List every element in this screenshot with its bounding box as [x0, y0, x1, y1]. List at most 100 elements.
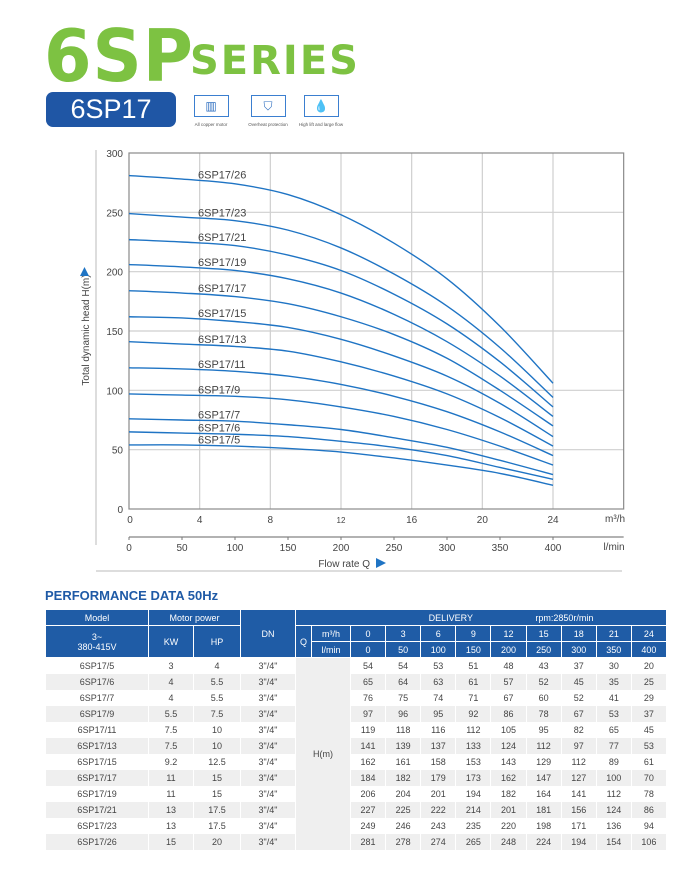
- model-cell: 6SP17/19: [45, 786, 149, 802]
- head-value-cell: 147: [525, 770, 562, 786]
- head-value-cell: 225: [385, 802, 422, 818]
- kw-cell: 11: [148, 786, 194, 802]
- rpm-label: rpm:2850r/min: [535, 612, 594, 623]
- head-value-cell: 53: [420, 657, 457, 674]
- head-value-cell: 30: [595, 657, 632, 674]
- header-flow-lmin: 150: [455, 641, 492, 658]
- y-tick-label: 100: [106, 386, 123, 397]
- head-value-cell: 220: [490, 818, 527, 834]
- table-row: 6SP17/11 7.5 10 3"/4" 119 118 116 112 105 95 82 65 4…: [45, 722, 668, 738]
- header-flow-m3h: 0: [349, 625, 387, 642]
- curve-label: 6SP17/15: [198, 308, 246, 320]
- head-value-cell: 65: [349, 674, 387, 690]
- head-value-cell: 35: [595, 674, 632, 690]
- header-flow-m3h: 6: [420, 625, 457, 642]
- arrow-right-icon: [376, 558, 386, 568]
- curve-label: 6SP17/21: [198, 232, 246, 244]
- x2-unit-label: l/min: [603, 542, 624, 553]
- hp-cell: 15: [193, 770, 241, 786]
- y-tick-label: 0: [117, 505, 123, 516]
- dn-cell: 3"/4": [240, 674, 296, 690]
- model-cell: 6SP17/6: [45, 674, 149, 690]
- curve-6SP17-9: [128, 393, 554, 466]
- head-value-cell: 112: [525, 738, 562, 754]
- head-value-cell: 137: [420, 738, 457, 754]
- dn-cell: 3"/4": [240, 818, 296, 834]
- head-value-cell: 52: [560, 690, 597, 706]
- head-value-cell: 222: [420, 802, 457, 818]
- x-tick-label: 12: [337, 516, 346, 525]
- header-flow-lmin: 100: [420, 641, 457, 658]
- header-hp: HP: [193, 625, 241, 658]
- header-flow-lmin: 250: [525, 641, 562, 658]
- head-value-cell: 154: [595, 834, 632, 850]
- hp-cell: 12.5: [193, 754, 241, 770]
- head-value-cell: 97: [349, 706, 387, 722]
- head-value-cell: 52: [525, 674, 562, 690]
- dn-cell: 3"/4": [240, 834, 296, 850]
- head-value-cell: 119: [349, 722, 387, 738]
- curve-label: 6SP17/17: [198, 283, 246, 295]
- head-value-cell: 37: [560, 657, 597, 674]
- model-cell: 6SP17/17: [45, 770, 149, 786]
- header-flow-m3h: 15: [525, 625, 562, 642]
- table-row: 6SP17/21 13 17.5 3"/4" 227 225 222 214 201 181 156…: [45, 802, 668, 818]
- hp-cell: 20: [193, 834, 241, 850]
- head-value-cell: 194: [455, 786, 492, 802]
- feature-overheat: ⛉ Overheat protection: [244, 95, 292, 127]
- head-value-cell: 179: [420, 770, 457, 786]
- plot-border: [128, 152, 625, 510]
- head-value-cell: 214: [455, 802, 492, 818]
- head-value-cell: 51: [455, 657, 492, 674]
- hp-cell: 5.5: [193, 690, 241, 706]
- head-value-cell: 243: [420, 818, 457, 834]
- table-row: 6SP17/26 15 20 3"/4" 281 278 274 265 248 224 194 15…: [45, 834, 668, 850]
- curve-label: 6SP17/26: [198, 170, 246, 182]
- curve-label: 6SP17/6: [198, 422, 240, 434]
- performance-chart: 0 50 100 150 200 250 300 0 4 8 12 16 20 24 m³/h 0 50 100 1…: [80, 149, 625, 572]
- hp-cell: 5.5: [193, 674, 241, 690]
- head-value-cell: 281: [349, 834, 387, 850]
- head-value-cell: 67: [490, 690, 527, 706]
- header-flow-lmin: 350: [595, 641, 632, 658]
- y-tick-label: 250: [106, 208, 123, 219]
- head-value-cell: 78: [630, 786, 668, 802]
- head-value-cell: 162: [490, 770, 527, 786]
- head-value-cell: 156: [560, 802, 597, 818]
- header-flow-lmin: 400: [630, 641, 668, 658]
- model-cell: 6SP17/13: [45, 738, 149, 754]
- curve-6SP17-6: [128, 431, 554, 481]
- head-value-cell: 74: [420, 690, 457, 706]
- head-value-cell: 54: [349, 657, 387, 674]
- x2-tick-label: 300: [439, 543, 456, 554]
- head-value-cell: 92: [455, 706, 492, 722]
- head-value-cell: 153: [455, 754, 492, 770]
- y-axis-title: Total dynamic head H(m): [81, 274, 92, 385]
- head-value-cell: 25: [630, 674, 668, 690]
- head-value-cell: 89: [595, 754, 632, 770]
- feature-label: All copper motor: [194, 122, 228, 127]
- head-value-cell: 71: [455, 690, 492, 706]
- head-value-cell: 173: [455, 770, 492, 786]
- model-cell: 6SP17/5: [45, 657, 149, 674]
- kw-cell: 15: [148, 834, 194, 850]
- head-value-cell: 63: [420, 674, 457, 690]
- header-flow-lmin: 200: [490, 641, 527, 658]
- header-lmin: l/min: [311, 641, 351, 658]
- feature-copper-motor: ▥ All copper motor: [187, 95, 235, 127]
- curve-6SP17-26: [128, 174, 554, 384]
- header-model: Model: [45, 609, 149, 626]
- hp-cell: 17.5: [193, 802, 241, 818]
- head-value-cell: 53: [595, 706, 632, 722]
- head-value-cell: 78: [525, 706, 562, 722]
- head-value-cell: 124: [490, 738, 527, 754]
- header-flow-lmin: 300: [560, 641, 597, 658]
- curve-label: 6SP17/7: [198, 409, 240, 421]
- head-value-cell: 198: [525, 818, 562, 834]
- table-row: 6SP17/6 4 5.5 3"/4" 65 64 63 61 57 52 45 35 25: [45, 674, 668, 690]
- head-value-cell: 278: [385, 834, 422, 850]
- series-title: 6SP: [44, 14, 194, 98]
- header-m3h: m³/h: [311, 625, 351, 642]
- head-value-cell: 127: [560, 770, 597, 786]
